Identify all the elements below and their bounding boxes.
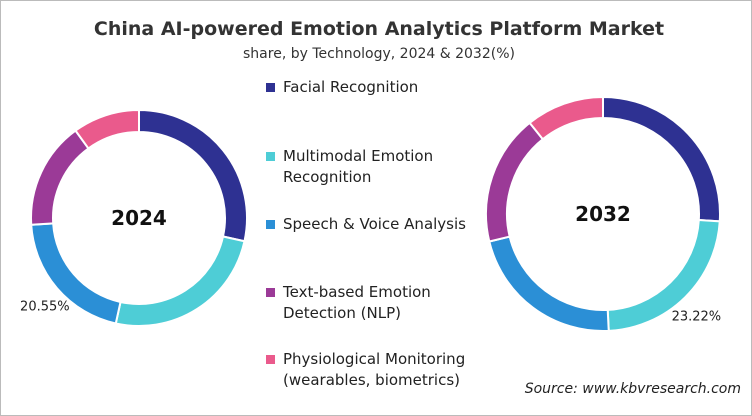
legend-item: Text-based Emotion Detection (NLP) xyxy=(266,282,468,324)
legend-swatch xyxy=(266,355,275,364)
donut-segment xyxy=(74,108,140,150)
legend-item: Speech & Voice Analysis xyxy=(266,214,468,235)
legend-label: Facial Recognition xyxy=(283,78,419,96)
legend-item: Physiological Monitoring (wearables, bio… xyxy=(266,349,468,391)
donut-segment xyxy=(114,235,246,327)
legend-swatch xyxy=(266,83,275,92)
donut-segment xyxy=(528,95,604,141)
source: Source: www.kbvresearch.com xyxy=(525,381,741,397)
legend-swatch xyxy=(266,288,275,297)
legend-swatch xyxy=(266,152,275,161)
legend-item: Facial Recognition xyxy=(266,77,468,98)
donut-segment xyxy=(485,121,545,243)
data-label: 23.22% xyxy=(672,310,722,325)
chart-subtitle: share, by Technology, 2024 & 2032(%) xyxy=(243,46,515,62)
donut-segment xyxy=(488,235,610,332)
legend-label: Text-based Emotion Detection (NLP) xyxy=(283,283,431,322)
data-label: 20.55% xyxy=(20,300,70,315)
legend-label: Multimodal Emotion Recognition xyxy=(283,147,434,186)
donut-segment xyxy=(30,129,90,226)
legend-swatch xyxy=(266,220,275,229)
center-label: 2032 xyxy=(575,202,631,226)
chart-title: China AI-powered Emotion Analytics Platf… xyxy=(94,18,664,40)
legend-label: Physiological Monitoring (wearables, bio… xyxy=(283,350,466,389)
center-label: 2024 xyxy=(111,206,167,230)
legend-item: Multimodal Emotion Recognition xyxy=(266,146,468,188)
legend-label: Speech & Voice Analysis xyxy=(283,215,466,233)
